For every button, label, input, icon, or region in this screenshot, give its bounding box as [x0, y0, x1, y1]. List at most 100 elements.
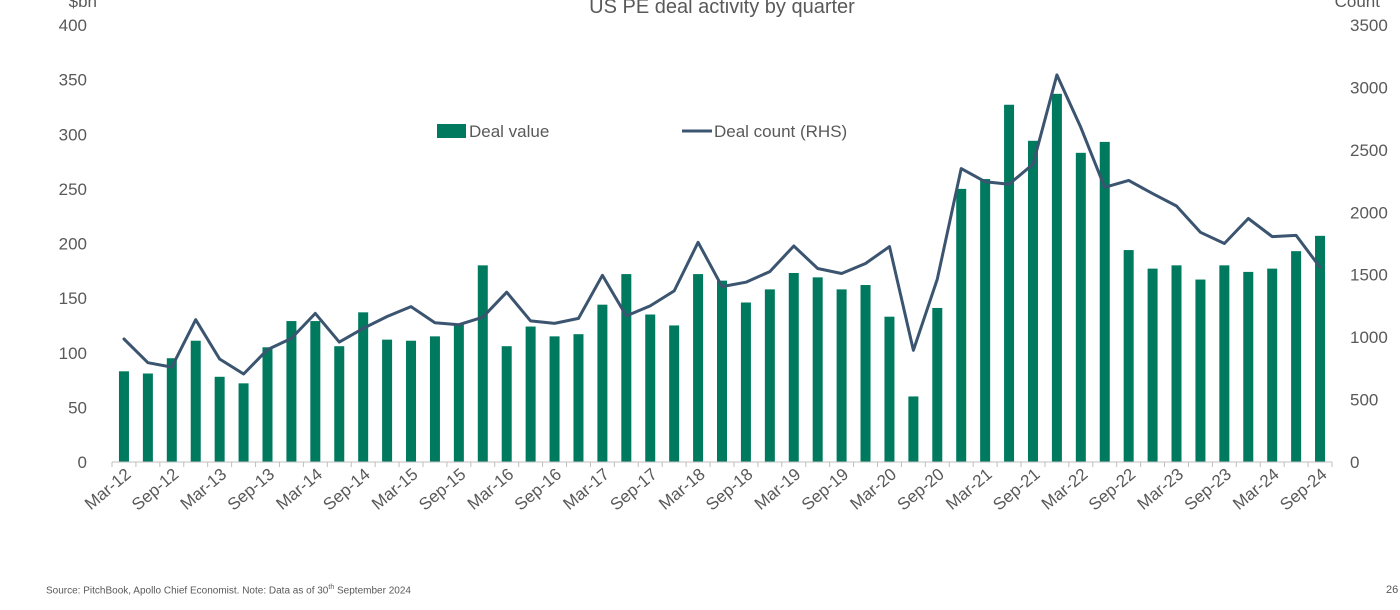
bar-deal-value	[238, 383, 249, 462]
y-right-tick-label: 0	[1350, 453, 1359, 472]
bar-deal-value	[1315, 235, 1326, 462]
x-tick-label: Mar-17	[559, 465, 612, 514]
x-tick-label: Mar-13	[177, 465, 230, 514]
source-note: Source: PitchBook, Apollo Chief Economis…	[46, 584, 411, 596]
x-tick-label: Mar-14	[272, 465, 325, 514]
line-deal-count	[122, 73, 1322, 376]
x-tick-label: Sep-20	[894, 465, 948, 515]
bar-deal-value	[1243, 271, 1254, 462]
bar-deal-value	[836, 289, 847, 462]
bar-deal-value	[812, 277, 823, 462]
y-left-axis-title: $bn	[69, 0, 97, 11]
x-tick-label: Mar-22	[1038, 465, 1091, 514]
bar-deal-value	[1267, 268, 1278, 462]
bar-deal-value	[932, 307, 943, 462]
y-right-tick-label: 2000	[1350, 203, 1388, 222]
bar-deal-value	[717, 280, 727, 462]
bar-deal-value	[310, 321, 321, 462]
x-tick-label: Mar-23	[1134, 465, 1187, 514]
y-left-tick-label: 300	[59, 125, 87, 144]
x-tick-label: Mar-16	[464, 465, 517, 514]
x-tick-label: Sep-15	[415, 465, 469, 515]
x-tick-label: Mar-21	[942, 465, 995, 514]
y-left-tick-label: 250	[59, 180, 87, 199]
bar-deal-value	[118, 371, 129, 462]
bar-deal-value	[429, 336, 440, 462]
bar-deal-value	[334, 346, 345, 462]
x-tick-label: Sep-13	[224, 465, 278, 515]
bar-deal-value	[453, 324, 464, 462]
bar-deal-value	[1051, 93, 1062, 462]
x-tick-label: Mar-20	[847, 465, 900, 514]
y-left-tick-label: 50	[68, 398, 87, 417]
bar-deal-value	[1147, 268, 1158, 462]
chart-title: US PE deal activity by quarter	[589, 0, 855, 18]
bar-deal-value	[1123, 250, 1134, 462]
x-tick-label: Mar-18	[655, 465, 708, 514]
x-tick-label: Sep-23	[1181, 465, 1235, 515]
bar-deal-value	[549, 336, 560, 462]
bar-deal-value	[764, 289, 775, 462]
bar-deal-value	[1171, 265, 1182, 462]
y-left-tick-label: 150	[59, 289, 87, 308]
bar-deal-value	[980, 179, 991, 463]
bar-deal-value	[645, 314, 656, 462]
bar-deal-value	[1027, 140, 1038, 462]
bar-deal-value	[166, 358, 177, 462]
y-right-tick-label: 1000	[1350, 328, 1388, 347]
y-right-tick-label: 2500	[1350, 141, 1388, 160]
x-tick-label: Sep-14	[320, 465, 374, 515]
legend-swatch-deal-value	[437, 124, 466, 138]
source-note-suffix: September 2024	[334, 585, 411, 597]
legend-label-deal-value: Deal value	[469, 122, 549, 141]
x-tick-label: Sep-18	[702, 465, 756, 515]
bar-deal-value	[214, 376, 225, 462]
bar-deal-value	[788, 272, 799, 462]
legend-label-deal-count: Deal count (RHS)	[714, 122, 847, 141]
x-tick-label: Sep-12	[128, 465, 182, 515]
bar-deal-value	[1195, 279, 1206, 462]
bar-deal-value	[884, 316, 895, 462]
bar-deal-value	[908, 396, 919, 462]
bar-deal-value	[1099, 141, 1110, 462]
bar-deal-value	[286, 321, 297, 462]
y-left-tick-label: 100	[59, 344, 87, 363]
x-tick-label: Sep-21	[989, 465, 1043, 515]
bar-deal-value	[358, 312, 369, 462]
bar-deal-value	[621, 274, 632, 462]
x-tick-label: Mar-24	[1229, 465, 1282, 514]
source-note-text: Source: PitchBook, Apollo Chief Economis…	[46, 585, 329, 597]
y-left-tick-label: 0	[78, 453, 87, 472]
bar-deal-value	[477, 265, 488, 462]
bar-deal-value	[1219, 265, 1230, 462]
x-tick-label: Mar-12	[81, 465, 134, 514]
y-right-tick-label: 1500	[1350, 266, 1388, 285]
y-left-tick-label: 200	[59, 235, 87, 254]
y-left-tick-label: 350	[59, 71, 87, 90]
x-tick-label: Sep-16	[511, 465, 565, 515]
bar-deal-value	[740, 302, 751, 462]
bar-deal-value	[860, 285, 871, 462]
x-tick-label: Mar-19	[751, 465, 804, 514]
y-left-tick-label: 400	[59, 16, 87, 35]
x-tick-label: Sep-17	[607, 465, 661, 515]
bar-deal-value	[1291, 251, 1302, 462]
bar-deal-value	[142, 373, 153, 462]
bar-deal-value	[693, 274, 704, 462]
y-right-tick-label: 3000	[1350, 78, 1388, 97]
x-tick-label: Sep-19	[798, 465, 852, 515]
source-note-superscript: th	[328, 584, 335, 591]
bar-deal-value	[956, 188, 967, 462]
x-tick-label: Mar-15	[368, 465, 421, 514]
y-right-tick-label: 3500	[1350, 16, 1388, 35]
y-right-tick-label: 500	[1350, 391, 1378, 410]
x-tick-label: Sep-24	[1276, 465, 1330, 515]
bar-deal-value	[501, 346, 512, 462]
bar-deal-value	[597, 304, 608, 462]
bar-deal-value	[262, 347, 273, 462]
page-number: 26	[1386, 584, 1399, 596]
bar-deal-value	[406, 340, 417, 462]
bar-deal-value	[1075, 152, 1086, 462]
bar-deal-value	[525, 326, 536, 462]
